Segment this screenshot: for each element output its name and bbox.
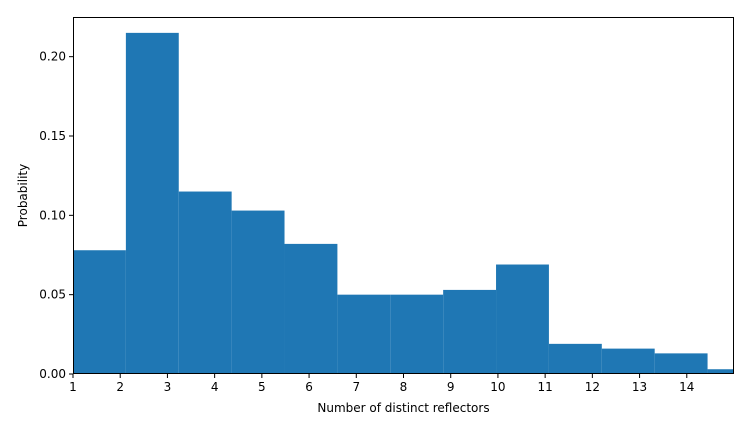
x-tick-label: 12 (585, 380, 600, 394)
histogram-bar-9 (496, 264, 549, 374)
x-tick-label: 7 (352, 380, 360, 394)
bars-group (73, 32, 734, 374)
x-tick-label: 6 (305, 380, 313, 394)
histogram-bar-12 (654, 353, 708, 374)
x-tick-label: 1 (69, 380, 77, 394)
histogram-bar-2 (125, 32, 179, 374)
x-tick-label: 10 (490, 380, 505, 394)
histogram-bar-5 (284, 243, 338, 374)
histogram-bar-1 (73, 250, 126, 374)
histogram-bar-7 (390, 294, 444, 374)
y-tick-label: 0.20 (39, 50, 66, 64)
x-tick-label: 4 (211, 380, 219, 394)
x-tick-label: 13 (632, 380, 647, 394)
histogram-bar-11 (601, 348, 655, 374)
x-tick-label: 14 (679, 380, 694, 394)
x-axis-ticks: 1 2 3 4 5 6 7 8 9 10 11 12 13 14 (69, 374, 694, 394)
x-tick-label: 11 (538, 380, 553, 394)
x-axis-label: Number of distinct reflectors (317, 401, 489, 415)
plot-frame (73, 17, 734, 374)
y-tick-label: 0.00 (39, 367, 66, 381)
histogram-bar-13 (707, 369, 734, 374)
y-axis-ticks: 0.00 0.05 0.10 0.15 0.20 (39, 50, 73, 381)
y-tick-label: 0.10 (39, 208, 66, 222)
x-tick-label: 2 (116, 380, 124, 394)
histogram-bar-8 (443, 289, 497, 374)
histogram-bar-10 (548, 343, 602, 374)
histogram-bar-4 (231, 210, 285, 374)
x-tick-label: 5 (258, 380, 266, 394)
histogram-bar-3 (178, 191, 232, 374)
x-tick-label: 8 (400, 380, 408, 394)
x-tick-label: 3 (164, 380, 172, 394)
x-tick-label: 9 (447, 380, 455, 394)
y-tick-label: 0.15 (39, 129, 66, 143)
y-tick-label: 0.05 (39, 288, 66, 302)
y-axis-label: Probability (16, 164, 30, 227)
histogram-bar-6 (337, 294, 391, 374)
